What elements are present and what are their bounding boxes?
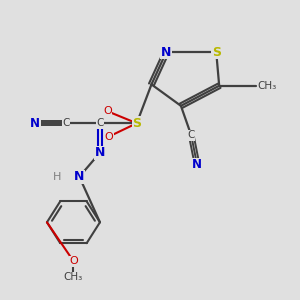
Text: N: N — [192, 158, 202, 171]
Text: O: O — [103, 106, 112, 116]
Text: C: C — [62, 118, 70, 128]
Text: N: N — [95, 146, 105, 159]
Text: S: S — [132, 117, 141, 130]
Text: CH₃: CH₃ — [64, 272, 83, 282]
Text: O: O — [104, 132, 113, 142]
Text: N: N — [74, 170, 85, 183]
Text: C: C — [96, 118, 103, 128]
Text: CH₃: CH₃ — [257, 81, 277, 91]
Text: N: N — [161, 46, 171, 59]
Text: S: S — [212, 46, 221, 59]
Text: H: H — [53, 172, 61, 182]
Text: C: C — [188, 130, 195, 140]
Text: N: N — [30, 117, 40, 130]
Text: O: O — [69, 256, 78, 266]
